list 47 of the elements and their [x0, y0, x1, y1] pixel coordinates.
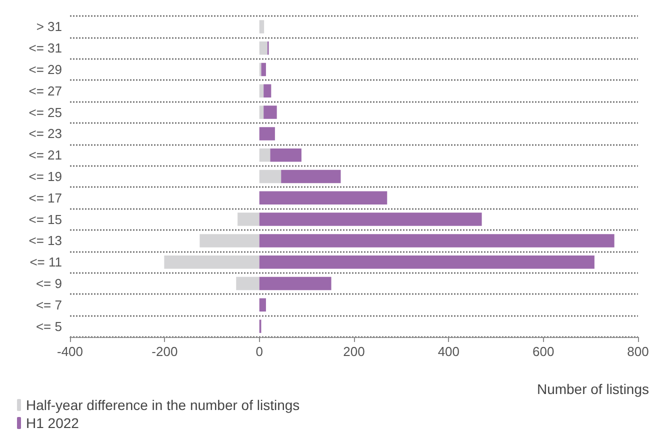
y-tick-label: <= 21 — [28, 148, 62, 163]
y-tick-label: <= 15 — [28, 212, 62, 227]
bar — [259, 298, 266, 312]
bar — [259, 148, 270, 162]
bar — [264, 106, 277, 119]
x-tick-label: -200 — [152, 344, 178, 359]
bar — [200, 234, 260, 248]
x-tick-label: 800 — [627, 344, 649, 359]
y-tick-label: <= 19 — [28, 169, 62, 184]
bar — [259, 20, 264, 34]
x-axis-title: Number of listings — [536, 381, 650, 397]
y-tick-label: <= 11 — [30, 254, 62, 270]
y-tick-label: <= 13 — [28, 233, 62, 248]
bar — [238, 212, 260, 226]
bar — [270, 148, 302, 162]
y-tick-label: <= 9 — [36, 276, 62, 291]
bar — [236, 276, 260, 290]
bar — [259, 234, 614, 248]
bar — [281, 170, 341, 184]
bar — [164, 255, 260, 269]
bar — [259, 106, 264, 119]
x-tick-label: 0 — [256, 344, 263, 359]
y-tick-label: <= 5 — [36, 318, 62, 334]
bar — [259, 84, 264, 98]
x-tick-label: 400 — [438, 344, 460, 359]
bar — [261, 62, 266, 76]
y-tick-label: <= 27 — [28, 83, 62, 98]
bar — [259, 41, 268, 55]
x-tick-label: 600 — [532, 344, 554, 359]
y-tick-label: <= 29 — [28, 62, 62, 77]
y-tick-label: <= 25 — [28, 104, 62, 120]
y-tick-label: <= 31 — [28, 40, 62, 56]
bar — [264, 84, 272, 98]
bar — [259, 276, 332, 290]
bar — [259, 191, 388, 205]
legend-label: H1 2022 — [26, 415, 80, 431]
y-tick-label: > 31 — [36, 19, 62, 34]
bar — [259, 255, 594, 269]
x-tick-label: -400 — [56, 344, 84, 359]
legend-label: Half-year difference in the number of listings — [26, 397, 300, 413]
y-tick-label: <= 23 — [28, 126, 62, 142]
bar — [259, 127, 275, 140]
bar — [259, 212, 482, 226]
y-tick-label: <= 7 — [36, 297, 62, 312]
x-tick-label: 200 — [343, 344, 365, 359]
bar — [259, 170, 282, 184]
y-tick-label: <= 17 — [28, 190, 62, 206]
